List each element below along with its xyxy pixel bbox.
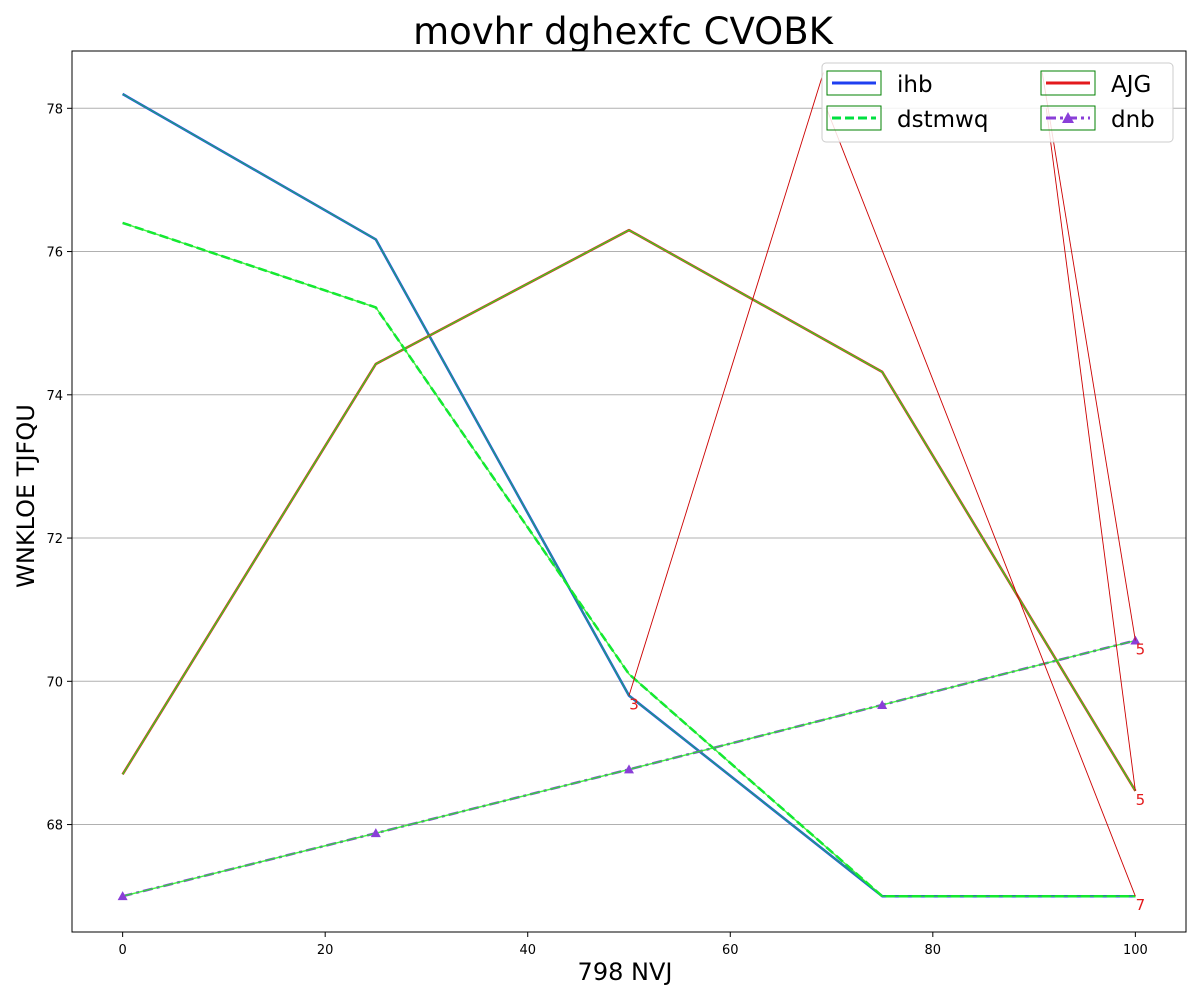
point-marker-dnb <box>877 699 888 709</box>
annotation-label: 7 <box>1136 896 1146 914</box>
y-tick-label: 76 <box>46 246 63 261</box>
annotation-label: 5 <box>1136 791 1146 809</box>
y-tick-label: 68 <box>46 819 63 834</box>
annotation-leader-line <box>826 108 1136 897</box>
series-overlay-dstmwq <box>122 222 1136 897</box>
x-axis-label: 798 NVJ <box>578 958 673 986</box>
series-lines <box>117 92 1141 901</box>
y-tick-label: 72 <box>46 532 63 547</box>
x-tick-label: 20 <box>317 943 334 958</box>
annotation-label: 5 <box>1136 640 1146 658</box>
x-tick-label: 80 <box>925 943 942 958</box>
legend-swatch-box <box>1040 70 1096 96</box>
annotations: 3 5 5 7 <box>628 72 1146 914</box>
legend: ihb dstmwq AJG dnb <box>821 62 1174 143</box>
x-tick-label: 0 <box>118 943 126 958</box>
gridlines <box>72 107 1186 826</box>
x-tick-label: 40 <box>519 943 536 958</box>
point-marker-dnb <box>370 828 381 838</box>
y-tick-label: 78 <box>46 102 63 117</box>
point-marker-dnb <box>624 764 634 774</box>
legend-label-ihb: ihb <box>897 72 933 98</box>
plot-frame <box>71 50 1187 933</box>
chart-title: movhr dghexfc CVOBK <box>413 10 835 53</box>
legend-swatch-box <box>826 105 882 131</box>
legend-label-dstmwq: dstmwq <box>897 107 988 133</box>
annotation-leader-line <box>1045 108 1136 791</box>
series-overlay-ajg <box>122 229 1136 792</box>
legend-label-dnb: dnb <box>1111 107 1155 133</box>
axis-ticks: 68 70 72 74 76 78 0 20 40 60 80 100 <box>46 102 1147 958</box>
legend-swatch-box <box>826 70 882 96</box>
legend-swatch-box <box>1040 105 1096 131</box>
legend-label-ajg: AJG <box>1111 72 1151 98</box>
legend-marker-dnb <box>1062 112 1074 123</box>
point-marker-dnb <box>117 891 128 901</box>
x-tick-label: 100 <box>1123 943 1148 958</box>
annotation-leader-line <box>628 72 824 696</box>
y-axis-label: WNKLOE TJFQU <box>12 404 40 588</box>
x-tick-label: 60 <box>722 943 739 958</box>
y-tick-label: 74 <box>46 389 63 404</box>
annotation-leader-line <box>1041 72 1136 641</box>
annotation-label: 3 <box>629 696 639 714</box>
y-tick-label: 70 <box>46 675 63 690</box>
plot-area <box>72 51 1186 932</box>
